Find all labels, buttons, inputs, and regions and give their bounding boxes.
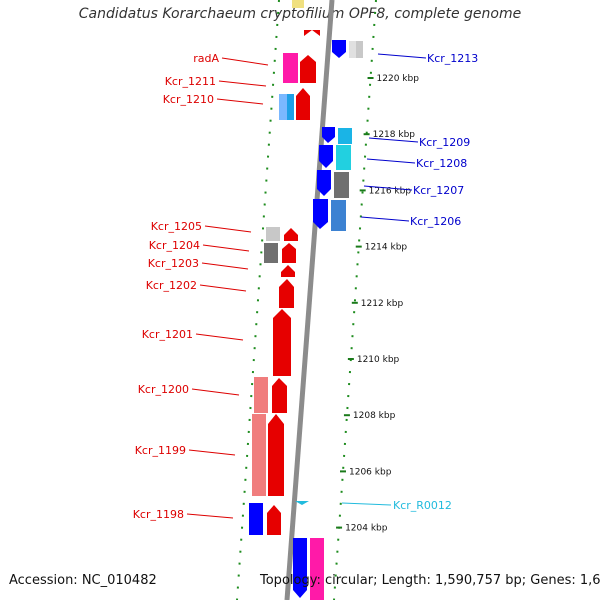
label-radA[interactable]: radA bbox=[193, 52, 219, 65]
feature-bottom-blue[interactable] bbox=[293, 538, 307, 598]
forward-features bbox=[249, 0, 320, 535]
feature-top-red[interactable] bbox=[304, 30, 320, 36]
feature-top-yellow[interactable] bbox=[292, 0, 304, 8]
leader-kcr1210 bbox=[216, 98, 264, 105]
leader-kcrR0012 bbox=[341, 502, 392, 506]
feature-kcr1204[interactable] bbox=[282, 243, 296, 263]
ruler-label: 1214 kbp bbox=[365, 243, 408, 253]
label-kcrR0012[interactable]: Kcr_R0012 bbox=[393, 499, 452, 512]
ruler-label: 1212 kbp bbox=[361, 299, 404, 309]
label-kcr1211[interactable]: Kcr_1211 bbox=[165, 75, 216, 88]
bp-ruler: 1220 kbp 1218 kbp 1216 kbp 1214 kbp 1212 kbp… bbox=[336, 74, 419, 534]
feature-kcr1199-box[interactable] bbox=[252, 414, 266, 496]
label-kcr1204[interactable]: Kcr_1204 bbox=[149, 239, 200, 252]
leader-kcr1204 bbox=[202, 244, 250, 252]
label-kcr1199[interactable]: Kcr_1199 bbox=[135, 444, 186, 457]
feature-kcr1204-box[interactable] bbox=[264, 243, 278, 263]
label-kcr1213[interactable]: Kcr_1213 bbox=[427, 52, 478, 65]
feature-kcr1210[interactable] bbox=[296, 88, 310, 120]
label-kcr1208[interactable]: Kcr_1208 bbox=[416, 157, 467, 170]
feature-kcr1203[interactable] bbox=[281, 265, 295, 277]
leader-kcr1208 bbox=[366, 158, 416, 164]
leader-kcr1202 bbox=[199, 284, 247, 292]
feature-kcr1205[interactable] bbox=[284, 228, 298, 241]
label-kcr1209[interactable]: Kcr_1209 bbox=[419, 136, 470, 149]
leader-kcr1211 bbox=[218, 80, 267, 87]
label-kcr1202[interactable]: Kcr_1202 bbox=[146, 279, 197, 292]
label-kcr1206[interactable]: Kcr_1206 bbox=[410, 215, 461, 228]
leader-kcr1199 bbox=[188, 449, 236, 456]
topology-label: Topology: circular; Length: 1,590,757 bp… bbox=[260, 573, 600, 588]
reverse-track-guide bbox=[333, 0, 377, 600]
feature-kcr1209[interactable] bbox=[322, 127, 335, 143]
label-kcr1200[interactable]: Kcr_1200 bbox=[138, 383, 189, 396]
feature-kcr1205-box[interactable] bbox=[266, 227, 280, 241]
reverse-features bbox=[293, 40, 363, 600]
leader-radA bbox=[221, 57, 269, 66]
feature-kcr1211-box2[interactable] bbox=[287, 94, 294, 120]
leader-kcr1201 bbox=[195, 333, 244, 341]
ruler-label: 1206 kbp bbox=[349, 467, 392, 477]
label-kcr1203[interactable]: Kcr_1203 bbox=[148, 257, 199, 270]
leader-kcr1203 bbox=[201, 262, 249, 270]
feature-kcr1198-box[interactable] bbox=[249, 503, 263, 535]
feature-kcr1206-box[interactable] bbox=[331, 200, 346, 231]
feature-kcr1207[interactable] bbox=[317, 170, 331, 196]
feature-radA[interactable] bbox=[300, 55, 316, 83]
feature-radA-box[interactable] bbox=[283, 53, 298, 83]
feature-bottom-pink[interactable] bbox=[310, 538, 324, 600]
label-kcr1201[interactable]: Kcr_1201 bbox=[142, 328, 193, 341]
genome-backbone bbox=[284, 0, 335, 600]
ruler-label: 1208 kbp bbox=[353, 411, 396, 421]
forward-track-guide bbox=[236, 0, 280, 600]
leader-kcr1209 bbox=[368, 137, 419, 143]
leader-kcr1206 bbox=[360, 216, 410, 222]
feature-kcr1201[interactable] bbox=[273, 309, 291, 376]
accession-label: Accession: NC_010482 bbox=[9, 573, 157, 588]
ruler-label: 1216 kbp bbox=[369, 186, 412, 196]
feature-labels: radA Kcr_1211 Kcr_1210 Kcr_1205 Kcr_1204… bbox=[133, 52, 479, 521]
leader-kcr1205 bbox=[204, 225, 252, 233]
feature-kcr1209-box[interactable] bbox=[338, 128, 352, 144]
label-kcr1210[interactable]: Kcr_1210 bbox=[163, 93, 214, 106]
feature-kcr1198[interactable] bbox=[267, 505, 281, 535]
ruler-label: 1220 kbp bbox=[377, 74, 420, 84]
feature-kcr1213-box2[interactable] bbox=[349, 41, 356, 58]
feature-kcr1202[interactable] bbox=[279, 279, 294, 308]
leader-kcr1213 bbox=[377, 53, 427, 59]
feature-kcr1206[interactable] bbox=[313, 199, 328, 229]
feature-kcr1208-box[interactable] bbox=[336, 145, 351, 170]
feature-kcr1207-box[interactable] bbox=[334, 172, 349, 198]
ruler-label: 1218 kbp bbox=[373, 130, 416, 140]
feature-kcr1200-box[interactable] bbox=[254, 377, 268, 413]
ruler-label: 1204 kbp bbox=[345, 524, 388, 534]
feature-kcr1199[interactable] bbox=[268, 414, 284, 496]
feature-kcr1213[interactable] bbox=[332, 40, 346, 58]
ruler-label: 1210 kbp bbox=[357, 355, 400, 365]
leader-kcr1200 bbox=[191, 388, 240, 396]
feature-kcr1200[interactable] bbox=[272, 378, 287, 413]
feature-kcr1211-box[interactable] bbox=[279, 94, 287, 120]
label-kcr1205[interactable]: Kcr_1205 bbox=[151, 220, 202, 233]
map-title: Candidatus Korarchaeum cryptofilium OPF8… bbox=[78, 6, 522, 22]
feature-kcr1208[interactable] bbox=[319, 145, 333, 168]
leader-kcr1207 bbox=[363, 185, 413, 191]
label-kcr1198[interactable]: Kcr_1198 bbox=[133, 508, 184, 521]
label-kcr1207[interactable]: Kcr_1207 bbox=[413, 184, 464, 197]
feature-kcrR0012[interactable] bbox=[295, 501, 309, 505]
leader-kcr1198 bbox=[186, 513, 234, 519]
